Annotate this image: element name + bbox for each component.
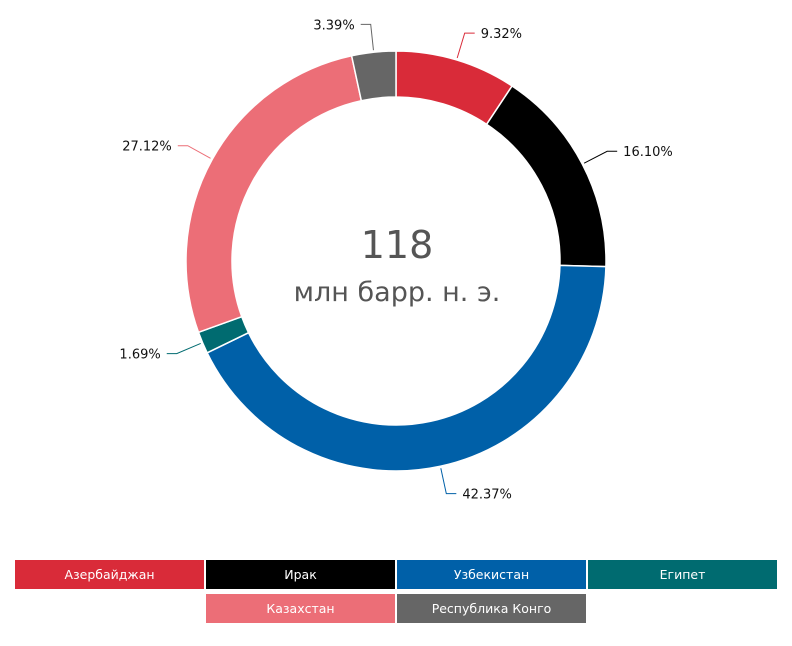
leader-line-узбекистан	[440, 468, 457, 495]
leader-line-азербайджан	[456, 32, 475, 59]
center-total-unit: млн барр. н. э.	[294, 277, 501, 308]
percent-label-казахстан: 27.12%	[122, 140, 172, 155]
legend-item-ирак[interactable]: Ирак	[206, 560, 395, 589]
percent-label-узбекистан: 42.37%	[462, 488, 512, 503]
leader-line-республика-конго	[360, 23, 374, 51]
percent-label-республика-конго: 3.39%	[313, 18, 354, 33]
legend-item-казахстан[interactable]: Казахстан	[206, 594, 395, 623]
leader-lines	[166, 23, 618, 495]
legend-item-египет[interactable]: Египет	[588, 560, 777, 589]
slice-республика-конго[interactable]	[350, 50, 397, 102]
donut-chart: 9.32% 16.10% 42.37% 1.69% 27.12% 3.39% 118 мл…	[119, 18, 672, 502]
percent-label-азербайджан: 9.32%	[481, 27, 522, 42]
leader-line-казахстан	[177, 145, 211, 159]
legend-item-узбекистан[interactable]: Узбекистан	[397, 560, 586, 589]
legend-item-азербайджан[interactable]: Азербайджан	[15, 560, 204, 589]
percent-label-ирак: 16.10%	[623, 145, 673, 160]
legend-item-республика-конго[interactable]: Республика Конго	[397, 594, 586, 623]
leader-line-ирак	[583, 150, 618, 164]
donut-slices	[185, 50, 607, 472]
leader-line-египет	[166, 342, 201, 355]
slice-ирак[interactable]	[485, 84, 607, 268]
slice-узбекистан[interactable]	[206, 264, 607, 472]
center-total-value: 118	[361, 223, 434, 267]
percent-labels: 9.32% 16.10% 42.37% 1.69% 27.12% 3.39%	[119, 18, 672, 502]
percent-label-египет: 1.69%	[119, 348, 160, 363]
